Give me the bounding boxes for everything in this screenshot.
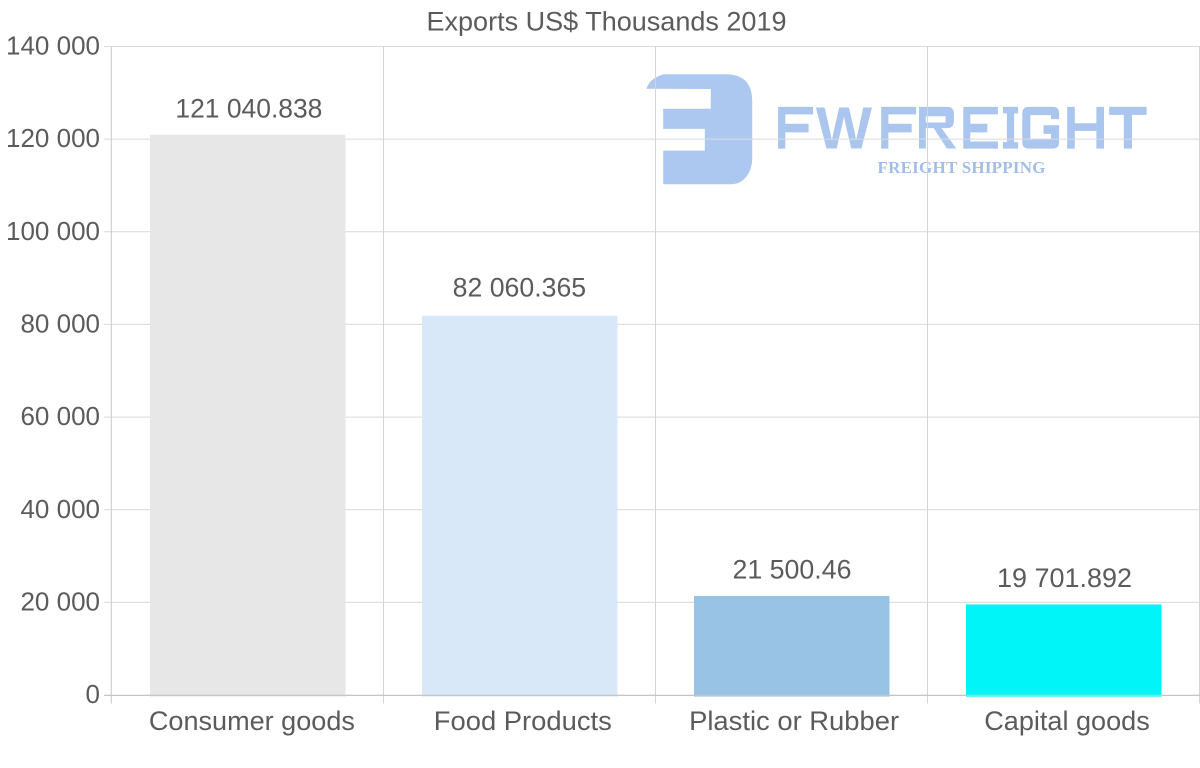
svg-text:82 060.365: 82 060.365 <box>453 273 587 303</box>
svg-text:120 000: 120 000 <box>6 123 100 153</box>
svg-text:20 000: 20 000 <box>20 587 100 617</box>
svg-text:W: W <box>816 94 873 161</box>
svg-text:0: 0 <box>86 679 100 709</box>
svg-text:80 000: 80 000 <box>20 309 100 339</box>
svg-text:Consumer goods: Consumer goods <box>149 706 355 736</box>
svg-text:21 500.46: 21 500.46 <box>733 554 852 584</box>
svg-text:Exports US$ Thousands 2019: Exports US$ Thousands 2019 <box>427 6 787 36</box>
svg-text:40 000: 40 000 <box>20 494 100 524</box>
svg-text:FREIGHT SHIPPING: FREIGHT SHIPPING <box>878 158 1046 177</box>
svg-text:100 000: 100 000 <box>6 216 100 246</box>
svg-text:60 000: 60 000 <box>20 401 100 431</box>
svg-text:Plastic or Rubber: Plastic or Rubber <box>689 706 899 736</box>
svg-text:Capital goods: Capital goods <box>984 706 1150 736</box>
svg-text:19 701.892: 19 701.892 <box>997 563 1132 593</box>
svg-text:121 040.838: 121 040.838 <box>175 93 322 123</box>
svg-text:Food Products: Food Products <box>434 706 612 736</box>
svg-text:140 000: 140 000 <box>6 31 100 61</box>
